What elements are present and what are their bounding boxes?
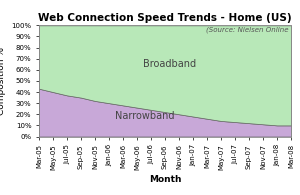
X-axis label: Month: Month — [149, 176, 181, 184]
Title: Web Connection Speed Trends - Home (US): Web Connection Speed Trends - Home (US) — [38, 13, 292, 23]
Text: Broadband: Broadband — [143, 59, 197, 69]
Text: (Source: Nielsen Online: (Source: Nielsen Online — [206, 27, 289, 33]
Text: Narrowband: Narrowband — [115, 112, 175, 121]
Y-axis label: Composition %: Composition % — [0, 47, 6, 115]
